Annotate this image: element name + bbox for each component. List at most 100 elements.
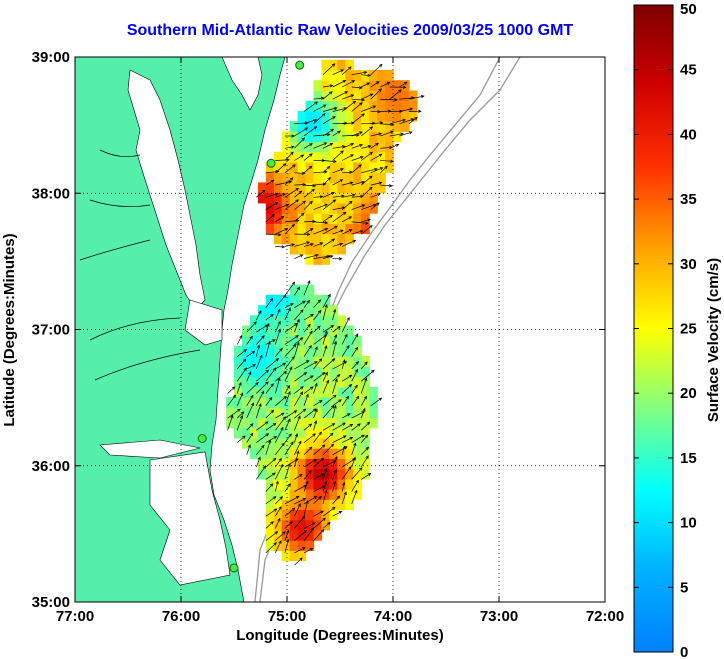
velocity-arrow: [265, 179, 274, 186]
velocity-arrow-head: [291, 243, 296, 247]
velocity-cell: [273, 151, 283, 163]
velocity-cell: [289, 202, 299, 214]
velocity-arrow-head: [372, 203, 377, 207]
velocity-arrow-head: [340, 194, 345, 198]
velocity-cell: [305, 529, 315, 541]
velocity-arrow-head: [269, 297, 274, 302]
velocity-arrow: [274, 321, 281, 333]
velocity-cell: [273, 162, 283, 173]
velocity-cell: [377, 172, 386, 183]
velocity-arrow-head: [330, 443, 335, 448]
velocity-cell: [265, 540, 275, 551]
velocity-arrow: [265, 483, 274, 492]
velocity-arrow: [332, 80, 346, 88]
velocity-cell: [361, 448, 370, 459]
velocity-cell: [361, 110, 370, 122]
velocity-arrow: [370, 167, 383, 174]
velocity-cell: [281, 213, 291, 224]
velocity-arrow: [294, 337, 304, 345]
velocity-cell: [297, 540, 307, 551]
velocity-cell: [313, 315, 323, 327]
velocity-cell: [329, 162, 338, 173]
velocity-arrow: [408, 117, 418, 125]
velocity-arrow: [236, 335, 243, 345]
velocity-cell: [265, 305, 275, 316]
velocity-cell: [289, 213, 299, 224]
velocity-arrow: [332, 130, 341, 137]
velocity-arrow-head: [394, 98, 398, 102]
velocity-cell: [337, 386, 346, 398]
velocity-arrow-head: [359, 102, 363, 106]
velocity-arrow-head: [336, 495, 341, 500]
velocity-cell: [401, 110, 410, 122]
velocity-cell: [297, 529, 307, 541]
velocity-arrow-head: [293, 343, 297, 348]
velocity-cell: [305, 325, 315, 337]
velocity-cell: [353, 397, 362, 408]
velocity-arrow: [322, 423, 335, 431]
velocity-arrow: [322, 304, 328, 321]
velocity-cell: [345, 407, 354, 418]
velocity-arrow: [303, 243, 314, 247]
velocity-cell: [313, 386, 323, 398]
velocity-arrow: [284, 539, 289, 553]
velocity-cell: [329, 376, 338, 388]
velocity-arrow-head: [308, 470, 312, 474]
velocity-arrow: [351, 480, 359, 492]
velocity-arrow: [351, 71, 367, 76]
velocity-arrow-head: [252, 364, 257, 368]
velocity-cell: [369, 407, 378, 418]
velocity-arrow-head: [319, 242, 324, 246]
velocity-arrow-head: [281, 442, 285, 447]
velocity-cell: [361, 427, 370, 439]
velocity-cell: [329, 213, 338, 224]
velocity-cell: [345, 376, 354, 388]
velocity-cell: [305, 233, 315, 245]
velocity-arrow: [255, 345, 260, 357]
velocity-arrow-head: [269, 396, 273, 401]
velocity-arrow-head: [243, 367, 247, 371]
velocity-cell: [329, 509, 338, 521]
velocity-cell: [305, 131, 315, 143]
velocity-arrow-head: [379, 167, 384, 171]
velocity-arrow: [303, 500, 309, 517]
velocity-arrow-head: [355, 361, 360, 365]
velocity-arrow: [322, 85, 333, 88]
velocity-arrow-head: [301, 171, 306, 175]
velocity-arrow-head: [290, 441, 294, 445]
velocity-arrow: [332, 456, 338, 468]
velocity-arrow-head: [378, 153, 383, 157]
velocity-arrow: [313, 325, 321, 333]
velocity-arrow-head: [326, 132, 331, 137]
velocity-arrow: [265, 314, 274, 321]
velocity-arrow: [275, 412, 285, 419]
velocity-arrow: [303, 527, 315, 541]
velocity-arrow: [332, 469, 337, 480]
velocity-arrow: [332, 481, 336, 492]
velocity-cell: [257, 417, 267, 429]
velocity-cell: [353, 131, 362, 143]
velocity-arrow-head: [302, 200, 306, 204]
velocity-cell: [265, 356, 275, 367]
velocity-cell: [273, 356, 283, 367]
velocity-cell: [305, 202, 315, 214]
velocity-arrow: [360, 175, 373, 186]
velocity-arrow: [294, 498, 306, 505]
velocity-cell: [321, 356, 331, 367]
velocity-arrow: [313, 529, 325, 541]
velocity-arrow: [313, 196, 323, 198]
velocity-arrow-head: [309, 386, 314, 390]
velocity-cell: [281, 356, 291, 367]
velocity-cell: [289, 335, 299, 347]
velocity-arrow-head: [275, 480, 279, 485]
velocity-cell: [321, 243, 331, 255]
velocity-cell: [289, 233, 299, 245]
velocity-arrow: [332, 243, 343, 247]
velocity-arrow: [294, 127, 308, 137]
velocity-arrow: [265, 193, 279, 198]
velocity-arrow-head: [378, 181, 383, 185]
velocity-arrow: [313, 299, 321, 308]
velocity-arrow: [322, 468, 327, 480]
velocity-cell: [265, 509, 275, 521]
velocity-arrow: [341, 154, 354, 161]
